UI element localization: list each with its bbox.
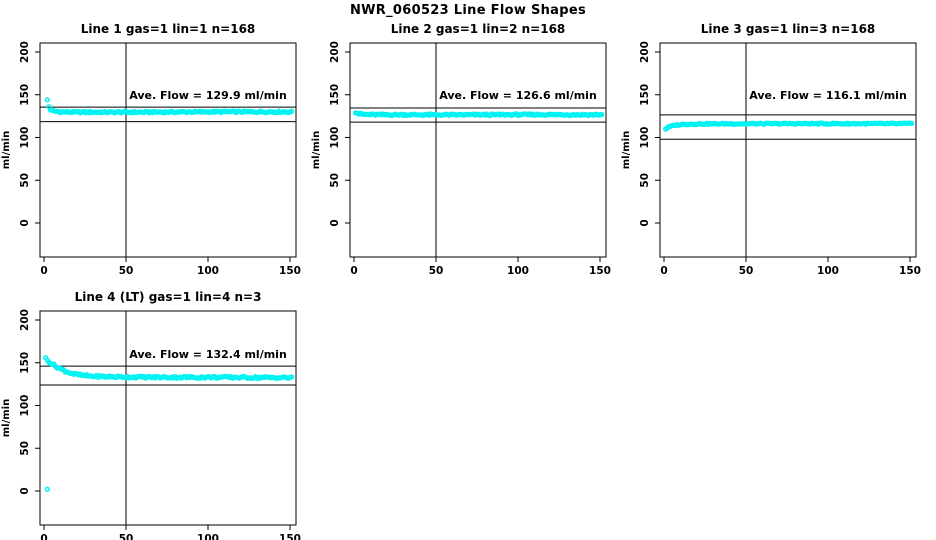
x-tick-label: 0 <box>350 265 357 277</box>
y-tick-label: 100 <box>19 127 31 149</box>
data-points <box>42 355 295 492</box>
ave-flow-annotation: Ave. Flow = 132.4 ml/min <box>129 348 287 361</box>
y-tick-label: 100 <box>329 127 341 149</box>
data-point <box>288 108 295 114</box>
data-point <box>44 97 50 103</box>
y-tick-label: 50 <box>19 173 31 188</box>
data-points <box>352 110 605 119</box>
ave-flow-annotation: Ave. Flow = 129.9 ml/min <box>129 89 287 102</box>
y-tick-label: 50 <box>329 173 341 188</box>
y-tick-label: 0 <box>329 219 341 226</box>
panel-title: Line 3 gas=1 lin=3 n=168 <box>701 22 876 36</box>
y-tick-label: 50 <box>19 441 31 456</box>
panel-title: Line 1 gas=1 lin=1 n=168 <box>81 22 256 36</box>
x-tick-label: 150 <box>589 265 611 277</box>
panel-1-chart: Line 1 gas=1 lin=1 n=168 0 50 100 150 200 ml/m… <box>1 22 301 277</box>
y-tick-label: 0 <box>19 487 31 494</box>
y-axis-label: ml/min <box>311 131 322 169</box>
x-tick-label: 0 <box>40 265 47 277</box>
y-tick-label: 200 <box>19 41 31 63</box>
y-tick-label: 0 <box>639 219 651 226</box>
y-tick-label: 150 <box>19 352 31 374</box>
x-tick-label: 100 <box>197 533 219 540</box>
y-tick-label: 100 <box>19 395 31 417</box>
y-tick-label: 200 <box>329 41 341 63</box>
plot-box <box>39 42 297 258</box>
panel-title: Line 2 gas=1 lin=2 n=168 <box>391 22 566 36</box>
y-axis-label: ml/min <box>621 131 632 169</box>
x-tick-label: 100 <box>817 265 839 277</box>
x-tick-label: 150 <box>279 533 301 540</box>
ave-flow-annotation: Ave. Flow = 116.1 ml/min <box>749 89 907 102</box>
ave-flow-annotation: Ave. Flow = 126.6 ml/min <box>439 89 597 102</box>
main-title: NWR_060523 Line Flow Shapes <box>349 3 587 18</box>
y-axis-label: ml/min <box>1 399 12 437</box>
y-tick-label: 50 <box>639 173 651 188</box>
data-point <box>908 120 915 126</box>
outlier-point <box>44 486 50 492</box>
x-tick-label: 0 <box>660 265 667 277</box>
y-tick-label: 0 <box>19 219 31 226</box>
plot-box <box>659 42 917 258</box>
y-tick-label: 200 <box>639 41 651 63</box>
y-tick-label: 200 <box>19 309 31 331</box>
y-tick-label: 150 <box>19 84 31 106</box>
y-axis-label: ml/min <box>1 131 12 169</box>
data-points <box>662 120 915 132</box>
x-tick-label: 150 <box>899 265 921 277</box>
plot-box <box>349 42 607 258</box>
data-points <box>44 97 295 116</box>
panel-2-chart: Line 2 gas=1 lin=2 n=168 0 50 100 150 200 ml/m… <box>311 22 611 277</box>
x-tick-label: 100 <box>507 265 529 277</box>
panel-title: Line 4 (LT) gas=1 lin=4 n=3 <box>75 290 262 304</box>
x-tick-label: 0 <box>40 533 47 540</box>
y-tick-label: 150 <box>639 84 651 106</box>
data-point <box>288 374 295 380</box>
x-tick-label: 100 <box>197 265 219 277</box>
x-tick-label: 50 <box>119 533 134 540</box>
x-tick-label: 50 <box>119 265 134 277</box>
panel-4-chart: Line 4 (LT) gas=1 lin=4 n=3 0 50 100 150 200 m… <box>1 290 301 540</box>
plot-box <box>39 310 297 526</box>
data-point <box>598 111 605 118</box>
x-tick-label: 50 <box>429 265 444 277</box>
x-tick-label: 150 <box>279 265 301 277</box>
y-tick-label: 100 <box>639 127 651 149</box>
y-tick-label: 150 <box>329 84 341 106</box>
x-tick-label: 50 <box>739 265 754 277</box>
panel-3-chart: Line 3 gas=1 lin=3 n=168 0 50 100 150 200 ml/m… <box>621 22 921 277</box>
